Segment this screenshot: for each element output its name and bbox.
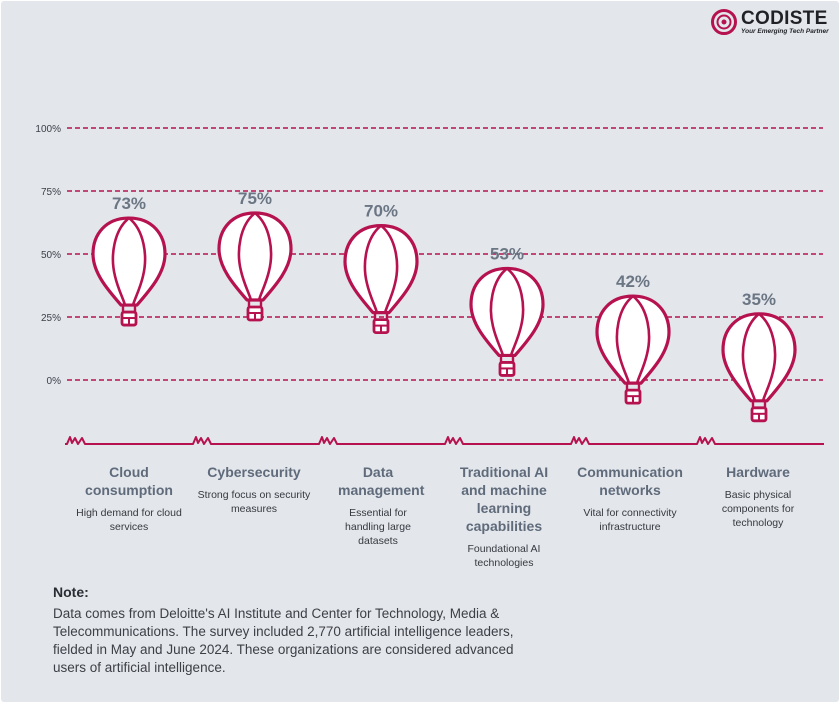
category-description: Vital for connectivity infrastructure <box>583 507 677 533</box>
balloon-bar <box>343 224 419 335</box>
category-description: Essential for handling large datasets <box>345 507 411 547</box>
value-label: 42% <box>616 272 650 291</box>
note: Note: Data comes from Deloitte's AI Inst… <box>53 583 543 677</box>
note-text: Data comes from Deloitte's AI Institute … <box>53 606 514 675</box>
y-tick-label: 50% <box>41 250 61 261</box>
y-tick-label: 100% <box>35 124 61 135</box>
category-communication-networks: Communication networks Vital for connect… <box>567 463 693 534</box>
ground-line <box>65 436 824 445</box>
balloon-bar <box>469 266 545 377</box>
value-label: 73% <box>112 194 146 213</box>
category-title: Traditional AI and machine learning capa… <box>459 464 549 534</box>
brand: CODISTE Your Emerging Tech Partner <box>711 9 829 36</box>
category-title: Hardware <box>726 464 790 480</box>
y-tick-label: 0% <box>47 376 62 387</box>
y-tick-label: 25% <box>41 313 61 324</box>
value-label: 70% <box>364 202 398 221</box>
category-description: Basic physical components for technology <box>721 489 795 529</box>
category-title: Cloud consumption <box>85 464 173 498</box>
category-title: Cybersecurity <box>207 464 301 480</box>
balloon-bar <box>217 211 293 322</box>
codiste-logo-icon <box>711 9 737 36</box>
balloon-bar <box>91 216 167 327</box>
value-label: 75% <box>238 189 272 208</box>
category-cloud-consumption: Cloud consumption High demand for cloud … <box>66 463 192 534</box>
category-description: High demand for cloud services <box>76 507 182 533</box>
category-hardware: Hardware Basic physical components for t… <box>695 463 821 530</box>
brand-tagline: Your Emerging Tech Partner <box>741 28 829 35</box>
category-cybersecurity: Cybersecurity Strong focus on security m… <box>191 463 317 516</box>
value-label: 35% <box>742 290 776 309</box>
balloon-bar <box>721 312 797 423</box>
brand-name: CODISTE <box>741 8 828 29</box>
category-description: Foundational AI technologies <box>467 543 541 569</box>
note-heading: Note: <box>53 584 89 600</box>
category-traditional-ai: Traditional AI and machine learning capa… <box>441 463 567 570</box>
category-title: Data management <box>338 464 425 498</box>
category-description: Strong focus on security measures <box>197 489 311 515</box>
category-data-management: Data management Essential for handling l… <box>316 463 440 548</box>
value-label: 53% <box>490 244 524 263</box>
y-tick-label: 75% <box>41 187 61 198</box>
balloon-chart: 100% 75% 50% 25% 0% 73% 75% 70% 53% 42% 35% <box>35 124 824 445</box>
category-title: Communication networks <box>577 464 683 498</box>
balloon-bar <box>595 294 671 405</box>
